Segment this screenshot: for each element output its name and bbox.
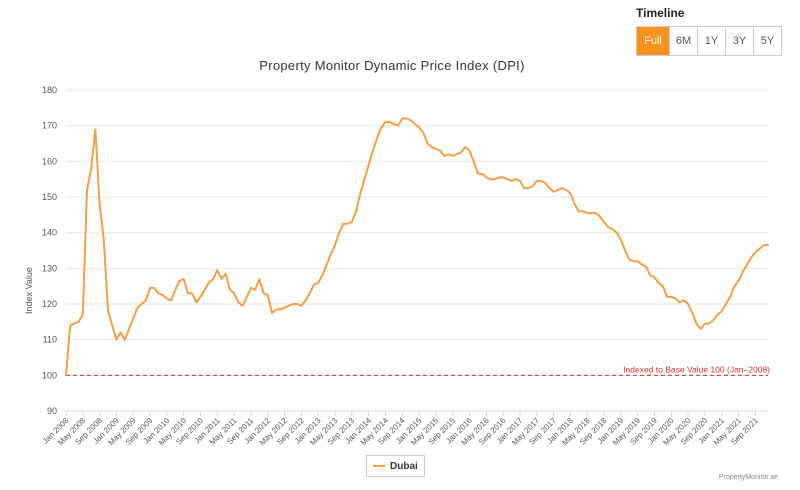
y-tick-label: 100 [42, 370, 57, 380]
timeline-1y-button[interactable]: 1Y [697, 27, 725, 55]
y-axis-title: Index Value [24, 267, 34, 314]
chart-title: Property Monitor Dynamic Price Index (DP… [259, 58, 525, 73]
timeline-3y-button[interactable]: 3Y [725, 27, 753, 55]
legend-label: Dubai [390, 460, 418, 472]
timeline-full-button[interactable]: Full [637, 27, 669, 55]
y-tick-label: 150 [42, 192, 57, 202]
timeline-button-group: Full 6M 1Y 3Y 5Y [636, 26, 782, 56]
legend-line-icon [373, 465, 385, 467]
y-tick-label: 130 [42, 263, 57, 273]
y-tick-label: 180 [42, 85, 57, 95]
y-tick-label: 140 [42, 228, 57, 238]
legend-item-dubai[interactable]: Dubai [366, 455, 425, 477]
y-tick-label: 120 [42, 299, 57, 309]
y-tick-label: 160 [42, 156, 57, 166]
series-line-dubai [65, 117, 769, 377]
y-tick-label: 170 [42, 121, 57, 131]
baseline-label: Indexed to Base Value 100 (Jan–2008) [623, 364, 770, 374]
timeline-5y-button[interactable]: 5Y [753, 27, 781, 55]
credit-text: PropertyMonitor.ae [718, 474, 778, 481]
y-tick-label: 110 [43, 335, 57, 345]
y-tick-label: 90 [47, 406, 57, 416]
timeline-6m-button[interactable]: 6M [669, 27, 697, 55]
timeline-label: Timeline [636, 6, 685, 20]
timeline-control: Timeline Full 6M 1Y 3Y 5Y [636, 6, 782, 56]
